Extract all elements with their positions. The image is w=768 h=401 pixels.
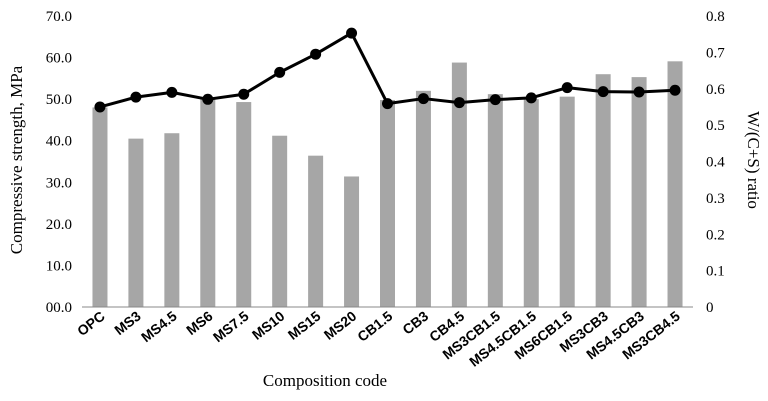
y2-axis-title: W/(C+S) ratio [744, 111, 763, 209]
bar-MS3CB3 [595, 74, 611, 307]
bar-MS6 [200, 97, 216, 307]
bar-MS3 [128, 138, 144, 307]
category-label: MS7.5 [210, 308, 252, 346]
bar-series [92, 61, 683, 308]
point-MS4.5CB1.5 [525, 92, 537, 104]
bar-MS3CB4.5 [667, 61, 683, 307]
category-label: MS10 [249, 308, 288, 343]
point-MS6CB1.5 [561, 82, 573, 94]
bar-MS3CB1.5 [487, 94, 503, 307]
point-CB4.5 [453, 97, 465, 109]
y-tick-label: 40.0 [46, 134, 72, 150]
bar-MS4.5CB1.5 [523, 99, 539, 308]
point-MS3CB1.5 [489, 94, 501, 106]
y-tick-label: 50.0 [46, 92, 72, 108]
ratio-line [99, 31, 676, 109]
y-tick-label: 30.0 [46, 175, 72, 191]
point-MS15 [310, 48, 322, 60]
point-MS7.5 [238, 88, 250, 100]
y2-tick-label: 0.6 [706, 82, 725, 98]
y2-tick-label: 0.3 [706, 191, 725, 207]
point-MS3 [130, 91, 142, 103]
bar-CB3 [415, 90, 431, 307]
bar-OPC [92, 107, 108, 307]
category-label: MS15 [285, 308, 324, 343]
y2-tick-label: 0.1 [706, 264, 725, 280]
line-series [94, 27, 681, 113]
y-tick-label: 10.0 [46, 258, 72, 274]
point-MS20 [346, 27, 358, 39]
bar-MS10 [272, 135, 288, 307]
bar-MS4.5 [164, 133, 180, 307]
y2-tick-label: 0.5 [706, 118, 725, 134]
bar-MS15 [308, 155, 324, 307]
y2-tick-label: 0.4 [706, 155, 725, 171]
y2-tick-label: 0.2 [706, 227, 725, 243]
point-CB1.5 [382, 98, 393, 110]
point-MS4.5 [166, 86, 178, 98]
point-CB3 [417, 93, 429, 105]
category-label: MS20 [321, 308, 360, 343]
bar-MS4.5CB3 [631, 77, 647, 307]
y2-tick-label: 0.8 [706, 9, 725, 25]
bar-MS20 [344, 176, 360, 307]
point-MS6 [202, 93, 214, 105]
point-MS10 [274, 66, 286, 78]
y2-tick-label: 0 [706, 300, 714, 316]
right-axis-ticks: 0 0.1 0.2 0.3 0.4 0.5 0.6 0.7 0.8 [706, 9, 725, 316]
y-axis-title: Compressive strength, MPa [7, 65, 26, 254]
bar-CB4.5 [451, 62, 467, 308]
bar-CB1.5 [380, 99, 395, 307]
y-tick-label: 60.0 [46, 51, 72, 67]
point-MS3CB4.5 [669, 84, 681, 96]
x-axis-title: Composition code [263, 371, 387, 390]
y-tick-label: 70.0 [46, 9, 72, 25]
left-axis-ticks: 00.0 10.0 20.0 30.0 40.0 50.0 60.0 70.0 [46, 9, 72, 316]
category-label: OPC [74, 308, 108, 339]
bar-MS6CB1.5 [559, 96, 575, 307]
y-tick-label: 00.0 [46, 300, 72, 316]
point-OPC [94, 101, 106, 113]
category-label: CB1.5 [354, 308, 395, 345]
point-MS4.5CB3 [633, 86, 645, 98]
y-tick-label: 20.0 [46, 217, 72, 233]
y2-tick-label: 0.7 [706, 45, 725, 61]
bar-MS7.5 [236, 102, 252, 307]
point-MS3CB3 [597, 86, 609, 98]
category-label: MS4.5 [138, 308, 180, 346]
